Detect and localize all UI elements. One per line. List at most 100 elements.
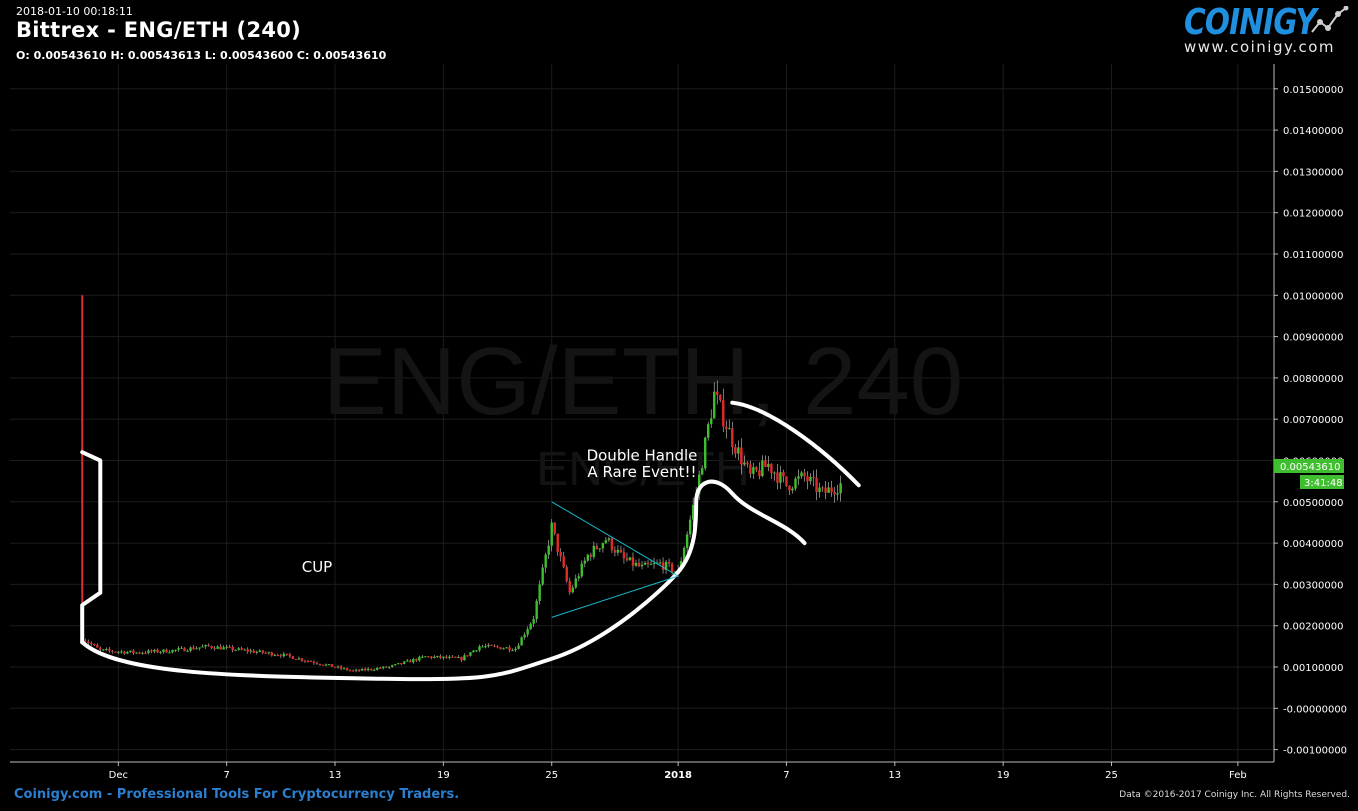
ohlc-readout: O: 0.00543610 H: 0.00543613 L: 0.0054360…: [16, 49, 387, 62]
candle-body: [138, 652, 141, 654]
candle-body: [577, 576, 581, 579]
candle-body: [342, 668, 346, 670]
candle-body: [225, 646, 228, 648]
coinigy-logo[interactable]: COINIGY www.coinigy.com: [1182, 0, 1352, 58]
x-tick-label: 25: [1105, 770, 1118, 781]
candle-body: [384, 666, 388, 668]
timestamp: 2018-01-10 00:18:11: [16, 5, 133, 18]
x-tick-label: 7: [783, 770, 789, 781]
y-tick-label: 0.01500000: [1283, 85, 1343, 96]
footer-tagline[interactable]: Coinigy.com - Professional Tools For Cry…: [14, 787, 460, 802]
candle-body: [755, 467, 758, 471]
handle-lower: [676, 479, 807, 575]
candle-body: [442, 656, 445, 658]
candle-body: [237, 648, 240, 650]
candle-body: [794, 478, 797, 489]
candle-body: [670, 563, 674, 573]
candle-body: [126, 651, 129, 654]
candle-body: [412, 659, 415, 663]
candle-body: [264, 652, 268, 654]
candle-body: [387, 666, 391, 668]
candle-body: [505, 647, 508, 649]
page-title: Bittrex - ENG/ETH (240): [16, 18, 302, 42]
candle-body: [210, 646, 213, 648]
candle-body: [734, 447, 737, 454]
candle-body: [478, 646, 481, 651]
candle-body: [288, 654, 292, 657]
candle-body: [637, 562, 641, 567]
candle-body: [788, 485, 791, 491]
candle-body: [490, 644, 493, 646]
candle-body: [487, 644, 490, 647]
candle-body: [713, 391, 716, 419]
candle-body: [785, 476, 788, 486]
candle-body: [201, 646, 204, 648]
candle-body: [261, 650, 265, 653]
candle-body: [574, 578, 577, 588]
candle-body: [409, 660, 412, 663]
candle-body: [99, 647, 102, 650]
candle-body: [418, 656, 421, 661]
candle-body: [174, 649, 177, 651]
candle-body: [839, 483, 842, 494]
candle-body: [460, 657, 463, 661]
candle-body: [117, 651, 120, 653]
candle-body: [369, 668, 373, 670]
x-tick-label: 19: [437, 770, 450, 781]
candle-body: [622, 552, 626, 559]
candle-body: [162, 649, 165, 652]
candle-body: [553, 522, 556, 534]
candle-body: [415, 659, 418, 661]
candle-body: [282, 653, 286, 657]
candle-body: [246, 649, 249, 652]
watermark: ENG/ETH, 240 ENG/ETH: [323, 328, 963, 496]
candle-body: [643, 562, 647, 565]
candle-body: [770, 463, 773, 473]
candle-body: [219, 646, 222, 650]
candle-body: [691, 504, 695, 520]
candle-body: [764, 460, 767, 468]
candle-body: [800, 472, 803, 477]
candle-body: [722, 400, 725, 427]
chart-trend-icon: [1311, 6, 1349, 33]
candle-body: [351, 670, 355, 672]
candle-body: [198, 647, 201, 649]
y-tick-label: 0.00800000: [1283, 374, 1343, 385]
watermark-main: ENG/ETH, 240: [323, 328, 963, 435]
candle-body: [767, 463, 770, 468]
candle-body: [378, 668, 382, 670]
candle-body: [547, 545, 550, 555]
annotation-label: A Rare Event!!: [587, 463, 696, 481]
candle-body: [833, 491, 836, 495]
candle-body: [270, 652, 274, 656]
y-tick-label: 0.00300000: [1283, 580, 1343, 591]
candle-body: [363, 668, 367, 671]
candle-body: [809, 476, 812, 482]
candle-body: [493, 645, 496, 647]
candle-body: [806, 476, 809, 482]
chart-grid: [10, 64, 1274, 762]
candle-body: [394, 664, 397, 666]
candle-body: [433, 656, 436, 658]
candle-body: [830, 487, 833, 492]
candle-body: [652, 563, 656, 565]
candle-body: [454, 656, 457, 658]
candle-body: [309, 661, 313, 663]
candle-body: [580, 563, 584, 577]
candle-body: [520, 637, 523, 646]
x-tick-label: 13: [888, 770, 901, 781]
candle-body: [836, 493, 839, 495]
candle-body: [204, 644, 207, 647]
candle-body: [649, 563, 653, 565]
candle-body: [463, 655, 466, 661]
x-tick-label: 7: [223, 770, 229, 781]
candle-body: [165, 649, 168, 653]
candle-body: [252, 650, 255, 653]
candle-body: [499, 647, 502, 650]
logo-url: www.coinigy.com: [1184, 38, 1336, 56]
candle-body: [132, 650, 135, 653]
candle-body: [207, 644, 210, 647]
candle-body: [195, 648, 198, 650]
candle-body: [312, 661, 316, 664]
